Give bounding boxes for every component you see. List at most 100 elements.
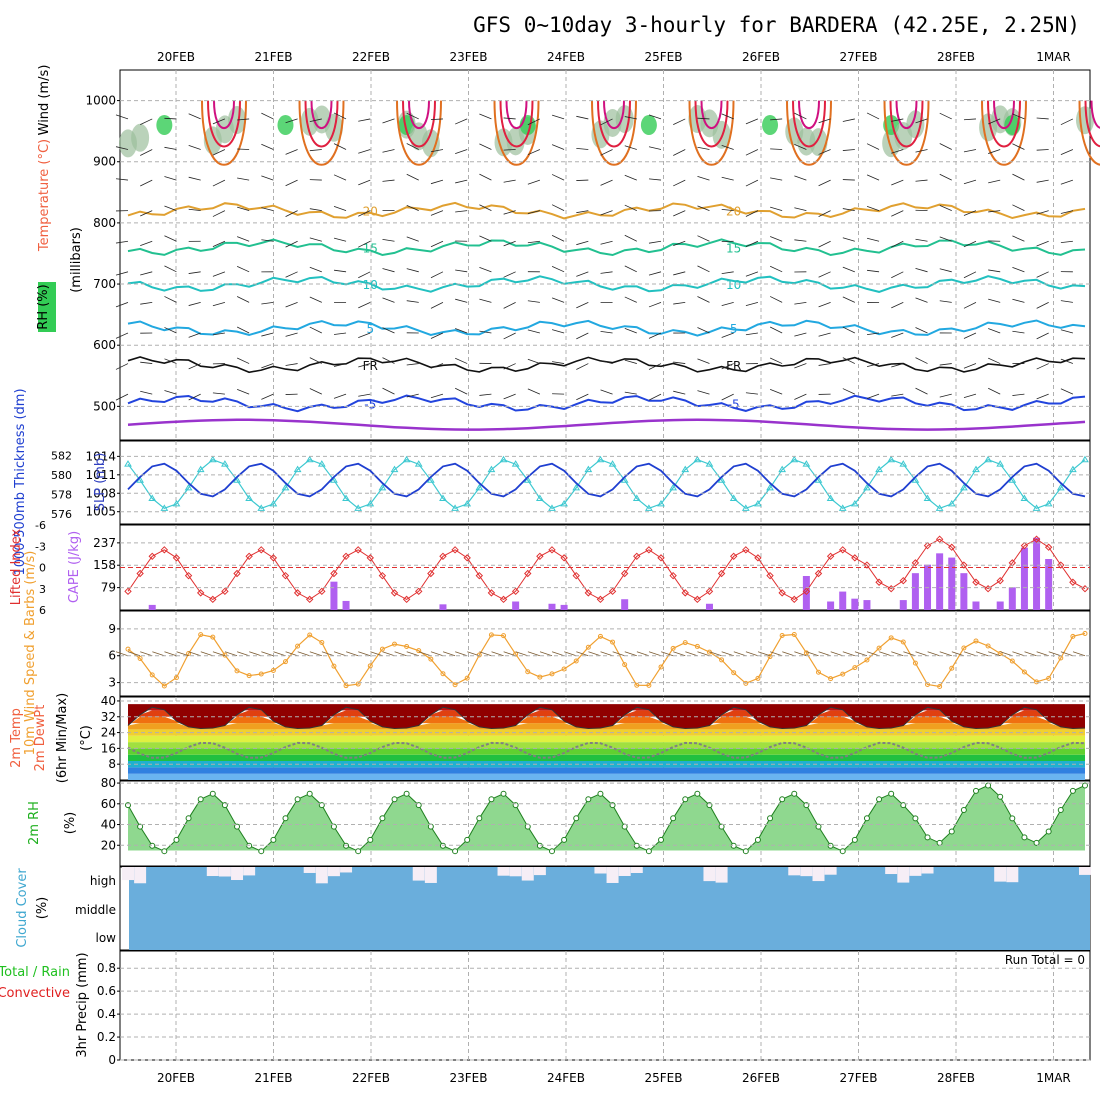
wind-barb (939, 173, 952, 181)
rh2m-point (573, 815, 580, 822)
wind-barb (309, 208, 322, 212)
wind-barb (1060, 329, 1073, 334)
wind10-point (1021, 669, 1027, 675)
pressure-tick: 1000 (85, 94, 116, 108)
cloud-high-bar (412, 867, 425, 881)
wind-barb (745, 210, 759, 217)
wind-barb (600, 360, 613, 364)
wind-barb (430, 210, 444, 216)
lifted-index-point (633, 552, 641, 561)
wind-barb (721, 393, 734, 401)
wind-barb (333, 205, 347, 212)
slp-point (245, 494, 254, 502)
wind10-barb (915, 651, 928, 657)
date-label-top: 25FEB (645, 50, 683, 64)
wind10-barb (418, 651, 431, 657)
wind-barb (236, 236, 250, 242)
ylabel-temp2m: 2m Temp (9, 708, 24, 768)
upper-air-panel: -5 -5 FR FR 5 5 10 10 15 15 20 20 500 600 700 800 900 100… (36, 65, 1100, 441)
precip-legend-convective: Convective (0, 986, 70, 1001)
wind10-point (900, 639, 906, 645)
wind-barb (891, 149, 904, 154)
lifted-index-point (1081, 585, 1089, 593)
wind-barb (406, 268, 419, 273)
wind-barb (866, 174, 880, 181)
wind-barb (333, 112, 347, 120)
rh2m-point (258, 848, 265, 855)
wind-barb (285, 332, 298, 337)
wind-barb (624, 391, 637, 395)
wind10-barb (685, 651, 698, 657)
wind10-barb (1012, 651, 1025, 657)
wind-barb (188, 113, 201, 120)
wind-barb (164, 117, 177, 120)
wind-barb (1012, 143, 1025, 150)
isotherm-label: 15 (363, 241, 378, 255)
slp-point (923, 494, 932, 502)
wind10-point (501, 633, 507, 639)
rh2m-point (234, 823, 241, 830)
cloud-high-bar (134, 867, 147, 884)
wind-barb (576, 332, 589, 340)
lifted-index-point (693, 595, 702, 604)
wind-barb (818, 302, 831, 308)
slp-point (693, 455, 702, 463)
wind-barb (140, 240, 153, 247)
wind-barb (624, 359, 637, 364)
wind10-barb (963, 651, 977, 657)
isotherm-label: FR (726, 359, 741, 373)
wind-barb (455, 210, 468, 213)
wind-barb (939, 205, 952, 212)
slp-point (1069, 465, 1077, 473)
isotherm-label: 15 (726, 241, 741, 255)
wind-barb (309, 237, 322, 242)
wind-barb (261, 363, 274, 369)
slp-point (208, 455, 217, 463)
wind-barb (164, 358, 177, 364)
rh2m-point (282, 815, 289, 822)
wind-barb (648, 178, 662, 181)
lifted-index-point (608, 587, 617, 596)
date-label-bottom: 21FEB (255, 1071, 293, 1085)
wind-barb (891, 118, 904, 122)
cape-bar (148, 604, 156, 610)
wind-barb (212, 302, 226, 307)
wind-barb (915, 357, 928, 364)
isotherm-line (127, 394, 1086, 413)
wind10-point (319, 639, 325, 645)
lifted-index-point (318, 587, 326, 596)
wind10-point (549, 671, 555, 677)
wind-barb (115, 240, 129, 244)
wind10-point (719, 657, 725, 663)
wind-barb (600, 389, 613, 395)
wind-barb (188, 393, 201, 401)
wind-barb (406, 112, 419, 120)
lifted-index-point (172, 554, 181, 562)
lifted-index-point (451, 546, 459, 554)
wind-barb (551, 144, 565, 150)
slp-point (681, 465, 690, 473)
pressure-tick: 500 (93, 399, 116, 413)
wind-barb (309, 326, 322, 334)
wind10-point (682, 640, 688, 646)
slp-point (947, 499, 956, 507)
lifted-index-point (620, 569, 629, 578)
cape-bar (548, 603, 556, 610)
diurnal-isotherm (310, 100, 333, 130)
wind10-point (258, 671, 264, 677)
wind-barb (285, 302, 298, 308)
wind-barb (285, 118, 298, 124)
wind-barb (770, 236, 783, 242)
wind-barb (430, 179, 444, 185)
date-label-top: 1MAR (1036, 50, 1071, 64)
wind-barb (430, 302, 444, 309)
wind-barb (624, 234, 637, 242)
cape-bar (621, 599, 629, 610)
wind-barb (140, 271, 153, 276)
wind-barb (503, 393, 516, 400)
lifted-index-point (524, 569, 532, 578)
wind10-point (912, 660, 918, 666)
wind-barb (648, 114, 662, 120)
lifted-index-point (972, 578, 980, 586)
wind10-point (198, 632, 204, 638)
